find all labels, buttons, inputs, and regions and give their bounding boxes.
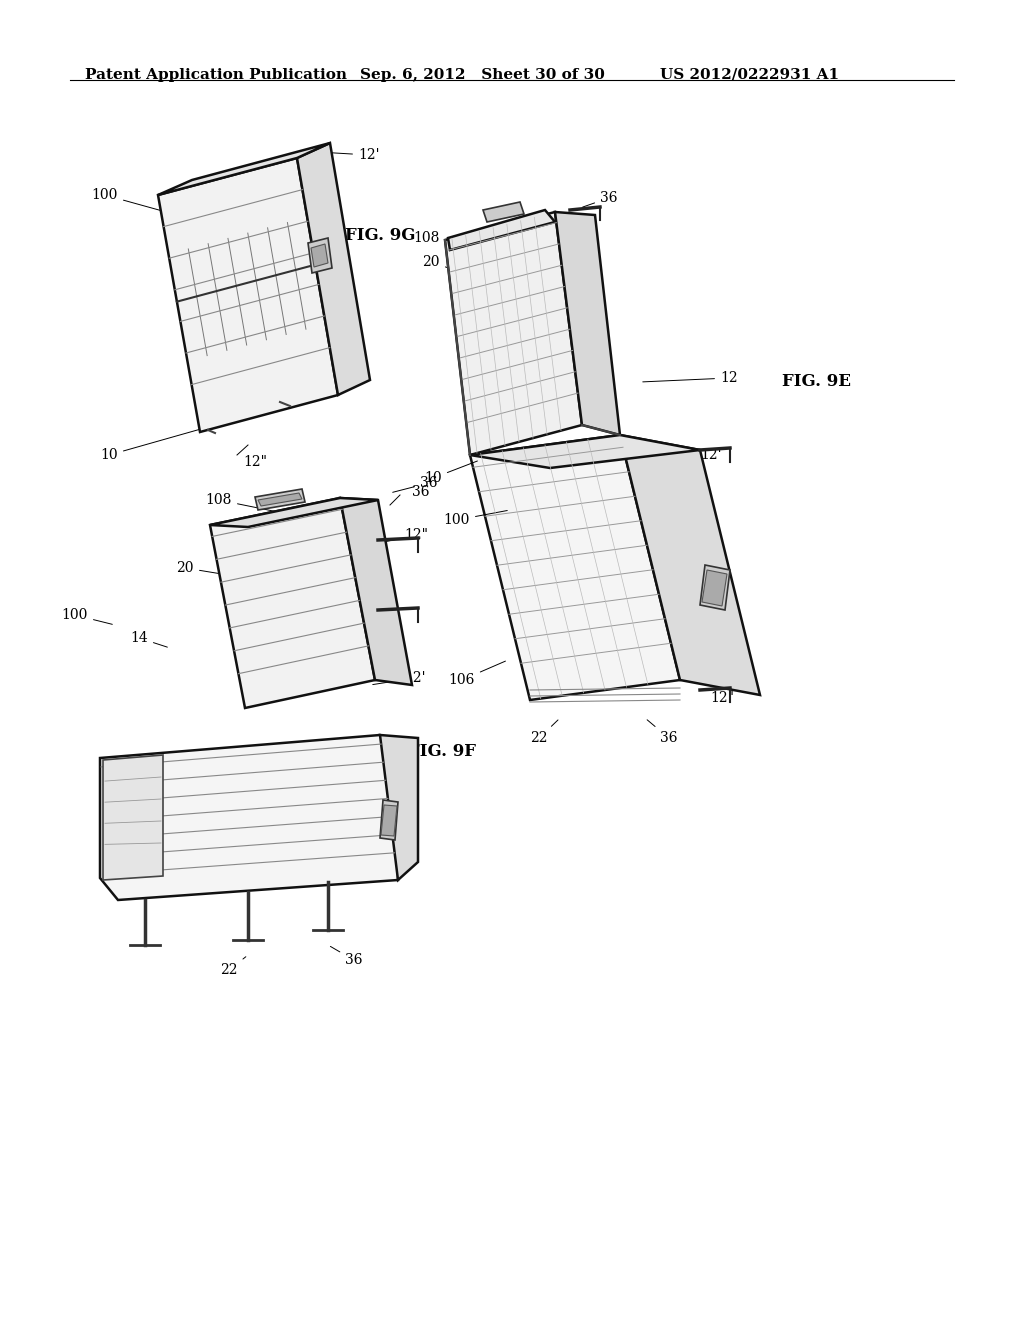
Text: FIG. 9F: FIG. 9F [408,743,476,760]
Polygon shape [103,755,163,880]
Text: 12': 12' [700,447,722,462]
Text: 12': 12' [373,671,426,685]
Polygon shape [702,570,727,606]
Text: 22: 22 [530,719,558,744]
Text: 100: 100 [61,609,113,624]
Polygon shape [449,210,555,249]
Text: 20: 20 [176,561,225,576]
Polygon shape [381,805,397,836]
Polygon shape [483,202,524,222]
Text: 36: 36 [392,477,437,492]
Text: 100: 100 [443,511,507,527]
Polygon shape [258,492,302,506]
Text: FIG. 9E: FIG. 9E [782,374,851,391]
Text: 36: 36 [412,484,429,499]
Text: 22: 22 [220,957,246,977]
Text: FIG. 9G: FIG. 9G [345,227,416,243]
Text: 12": 12" [373,528,428,544]
Text: 14: 14 [130,631,167,647]
Polygon shape [380,735,418,880]
Polygon shape [470,436,680,700]
Text: Sep. 6, 2012   Sheet 30 of 30: Sep. 6, 2012 Sheet 30 of 30 [360,69,605,82]
Polygon shape [100,735,398,900]
Text: 12: 12 [643,371,737,385]
Polygon shape [311,244,328,267]
Polygon shape [620,436,760,696]
Text: 12": 12" [243,455,267,469]
Text: 108: 108 [414,231,456,247]
Text: 20: 20 [423,255,458,271]
Text: 10: 10 [100,426,212,462]
Polygon shape [158,158,338,432]
Polygon shape [700,565,730,610]
Text: 12': 12' [321,148,380,162]
Polygon shape [297,143,370,395]
Text: 36: 36 [583,191,617,207]
Text: 100: 100 [91,187,193,219]
Polygon shape [210,498,375,708]
Polygon shape [255,488,305,510]
Text: 36: 36 [331,946,362,968]
Text: 36: 36 [647,719,678,744]
Polygon shape [380,800,398,840]
Polygon shape [158,143,330,195]
Polygon shape [555,213,620,436]
Text: 106: 106 [449,661,506,686]
Polygon shape [308,238,332,273]
Text: US 2012/0222931 A1: US 2012/0222931 A1 [660,69,839,82]
Text: Patent Application Publication: Patent Application Publication [85,69,347,82]
Polygon shape [445,213,582,455]
Text: 10: 10 [424,461,477,484]
Polygon shape [210,498,378,527]
Text: 108: 108 [206,492,275,511]
Polygon shape [340,498,412,685]
Text: 12": 12" [710,690,734,705]
Polygon shape [470,436,700,469]
